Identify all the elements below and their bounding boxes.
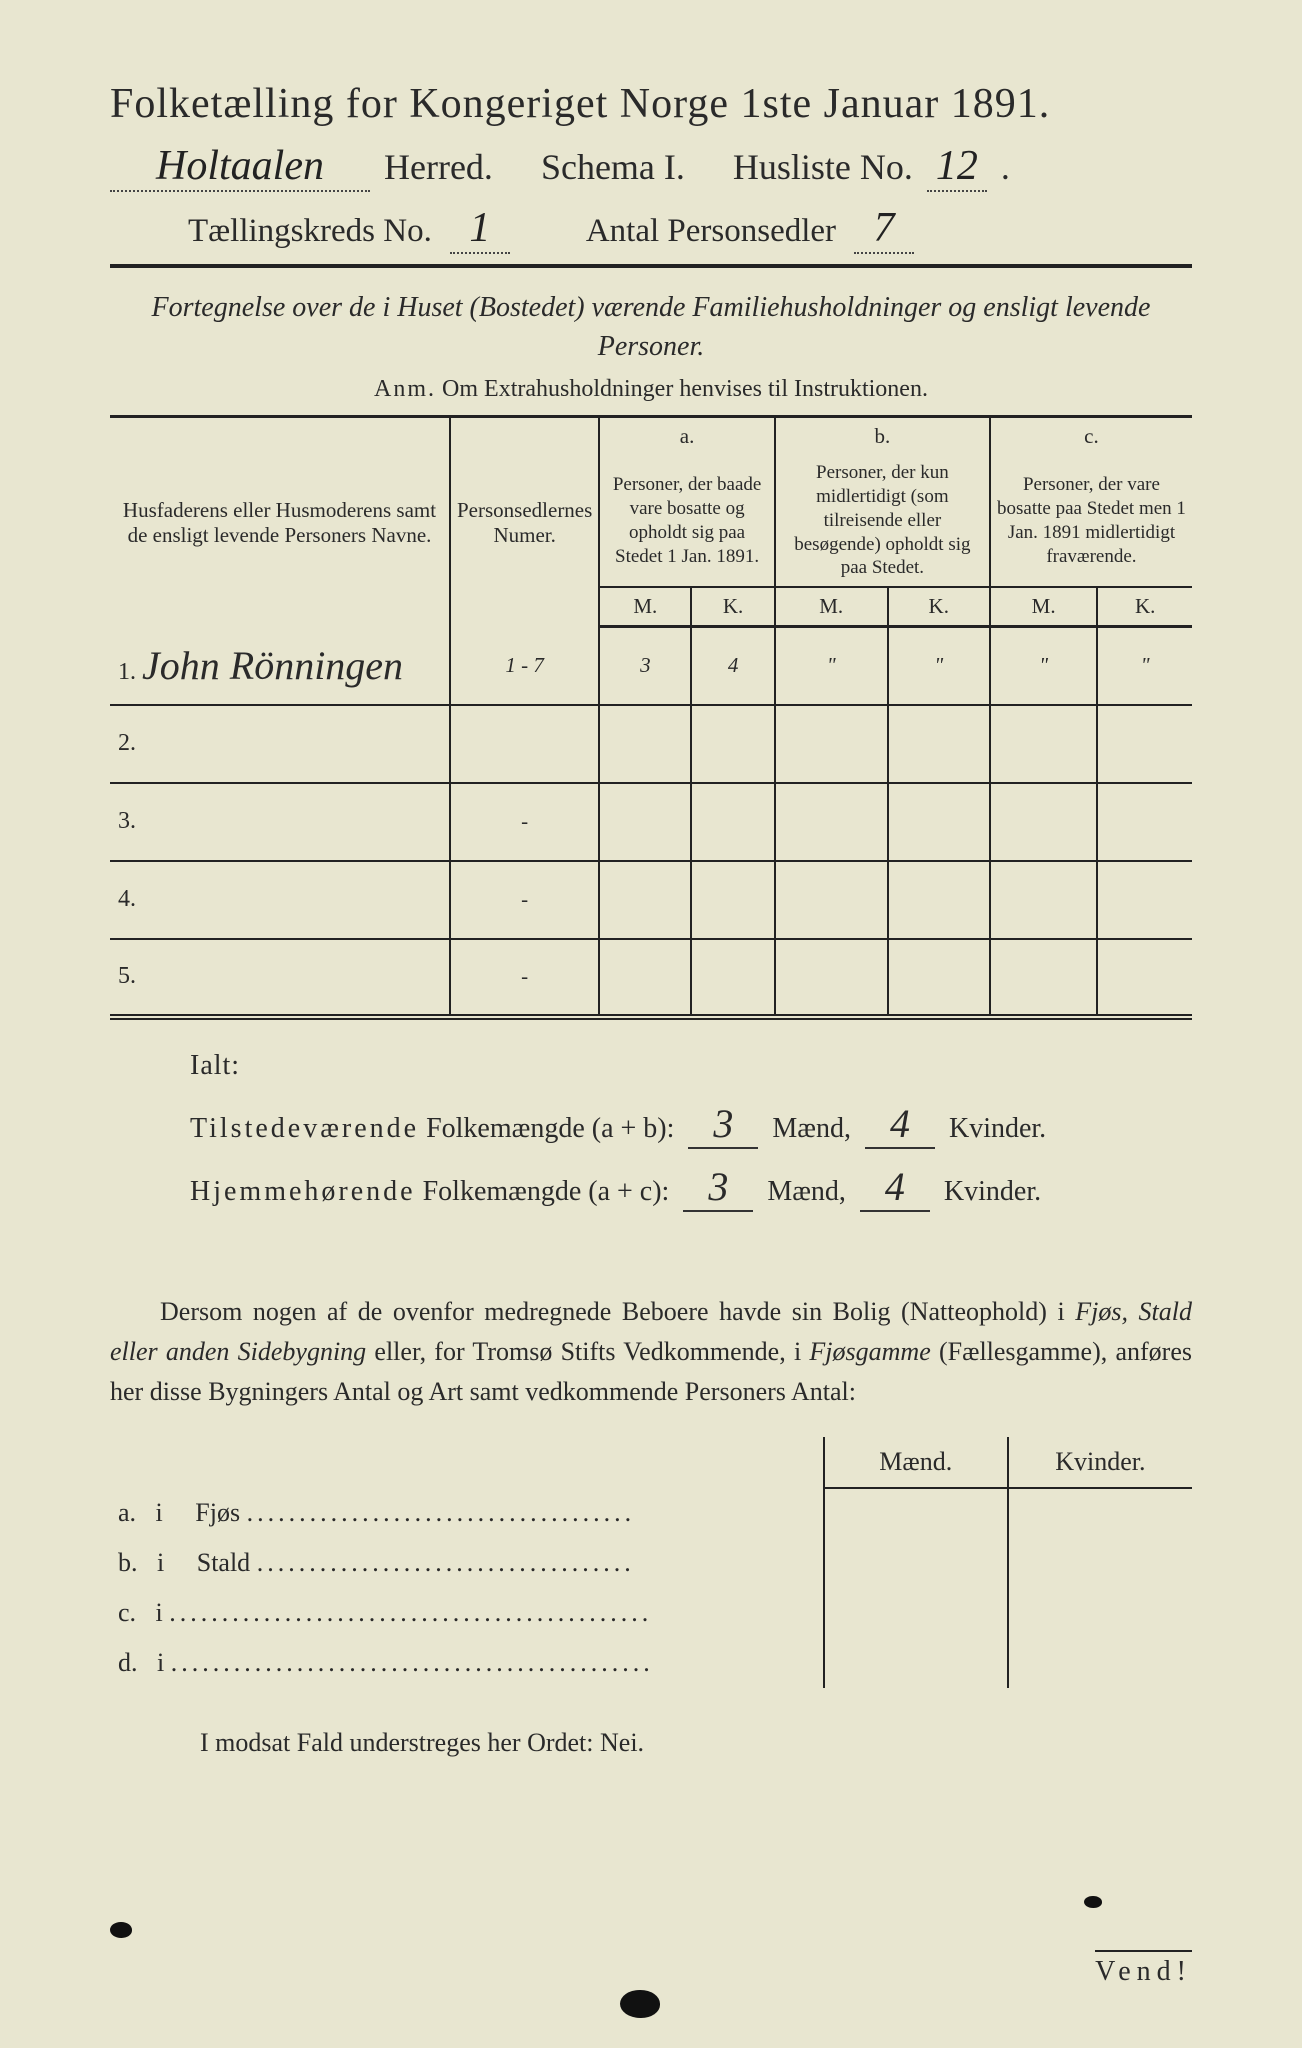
- bygn-row-c: c. i ...................................…: [110, 1588, 824, 1638]
- totals-block: Ialt: Tilstedeværende Folkemængde (a + b…: [110, 1050, 1192, 1212]
- row-4-name: 4.: [110, 861, 450, 939]
- kreds-label: Tællingskreds No.: [188, 213, 432, 250]
- herred-label: Herred.: [384, 146, 493, 188]
- row-1-c-m: ": [990, 627, 1097, 705]
- husliste-label: Husliste No.: [733, 146, 913, 188]
- present-k: 4: [865, 1100, 935, 1149]
- outbuilding-paragraph: Dersom nogen af de ovenfor medregnede Be…: [110, 1292, 1192, 1413]
- row-1-b-k: ": [888, 627, 990, 705]
- bygn-kvinder-header: Kvinder.: [1008, 1437, 1192, 1488]
- ink-blot: [620, 1990, 660, 2018]
- row-1-b-m: ": [775, 627, 888, 705]
- outbuilding-table: Mænd. Kvinder. a. i Fjøs ...............…: [110, 1437, 1192, 1688]
- col-c-label: c.: [990, 418, 1192, 455]
- antal-value: 7: [854, 204, 914, 254]
- bygn-maend-header: Mænd.: [824, 1437, 1008, 1488]
- row-5-name: 5.: [110, 939, 450, 1017]
- bygn-row-a: a. i Fjøs ..............................…: [110, 1488, 824, 1538]
- anm-line: Anm. Om Extrahusholdninger henvises til …: [110, 376, 1192, 403]
- col-a-k: K.: [691, 587, 775, 627]
- col-a-text: Personer, der baade vare bosatte og opho…: [599, 455, 775, 587]
- census-table: Husfaderens eller Husmoderens samt de en…: [110, 418, 1192, 1019]
- col-c-m: M.: [990, 587, 1097, 627]
- col-b-k: K.: [888, 587, 990, 627]
- divider: [110, 264, 1192, 268]
- col-a-label: a.: [599, 418, 775, 455]
- ink-blot: [110, 1922, 132, 1938]
- row-1-name: 1. John Rönningen: [110, 627, 450, 705]
- header-line-3: Tællingskreds No. 1 Antal Personsedler 7: [110, 204, 1192, 254]
- row-2-name: 2.: [110, 705, 450, 783]
- subheading: Fortegnelse over de i Huset (Bostedet) v…: [110, 288, 1192, 366]
- ialt-label: Ialt:: [190, 1050, 1192, 1082]
- present-m: 3: [688, 1100, 758, 1149]
- schema-label: Schema I.: [541, 146, 685, 188]
- kreds-value: 1: [450, 204, 510, 254]
- col-name-header: Husfaderens eller Husmoderens samt de en…: [110, 418, 450, 626]
- row-1-numer: 1 - 7: [450, 627, 599, 705]
- col-a-m: M.: [599, 587, 691, 627]
- header-line-2: Holtaalen Herred. Schema I. Husliste No.…: [110, 142, 1192, 192]
- vend-label: Vend!: [1095, 1950, 1192, 1988]
- present-population-line: Tilstedeværende Folkemængde (a + b): 3 M…: [190, 1100, 1192, 1149]
- row-5-numer: -: [450, 939, 599, 1017]
- herred-value: Holtaalen: [110, 142, 370, 192]
- row-2-numer: [450, 705, 599, 783]
- antal-label: Antal Personsedler: [586, 213, 836, 250]
- ink-blot: [1084, 1896, 1102, 1908]
- husliste-value: 12: [927, 142, 987, 192]
- bygn-row-b: b. i Stald .............................…: [110, 1538, 824, 1588]
- anm-label: Anm.: [374, 376, 436, 402]
- col-c-text: Personer, der vare bosatte paa Stedet me…: [990, 455, 1192, 587]
- resident-k: 4: [860, 1163, 930, 1212]
- bygn-row-d: d. i ...................................…: [110, 1638, 824, 1688]
- form-header: Folketælling for Kongeriget Norge 1ste J…: [110, 80, 1192, 254]
- row-1-a-m: 3: [599, 627, 691, 705]
- col-b-text: Personer, der kun midlertidigt (som tilr…: [775, 455, 990, 587]
- col-b-m: M.: [775, 587, 888, 627]
- col-numer-header: Personsedlernes Numer.: [450, 418, 599, 626]
- title: Folketælling for Kongeriget Norge 1ste J…: [110, 80, 1192, 128]
- row-1-a-k: 4: [691, 627, 775, 705]
- nei-line: I modsat Fald understreges her Ordet: Ne…: [110, 1728, 1192, 1758]
- resident-population-line: Hjemmehørende Folkemængde (a + c): 3 Mæn…: [190, 1163, 1192, 1212]
- col-c-k: K.: [1097, 587, 1192, 627]
- anm-text: Om Extrahusholdninger henvises til Instr…: [442, 376, 928, 402]
- resident-m: 3: [683, 1163, 753, 1212]
- row-3-name: 3.: [110, 783, 450, 861]
- row-4-numer: -: [450, 861, 599, 939]
- col-b-label: b.: [775, 418, 990, 455]
- row-3-numer: -: [450, 783, 599, 861]
- row-1-c-k: ": [1097, 627, 1192, 705]
